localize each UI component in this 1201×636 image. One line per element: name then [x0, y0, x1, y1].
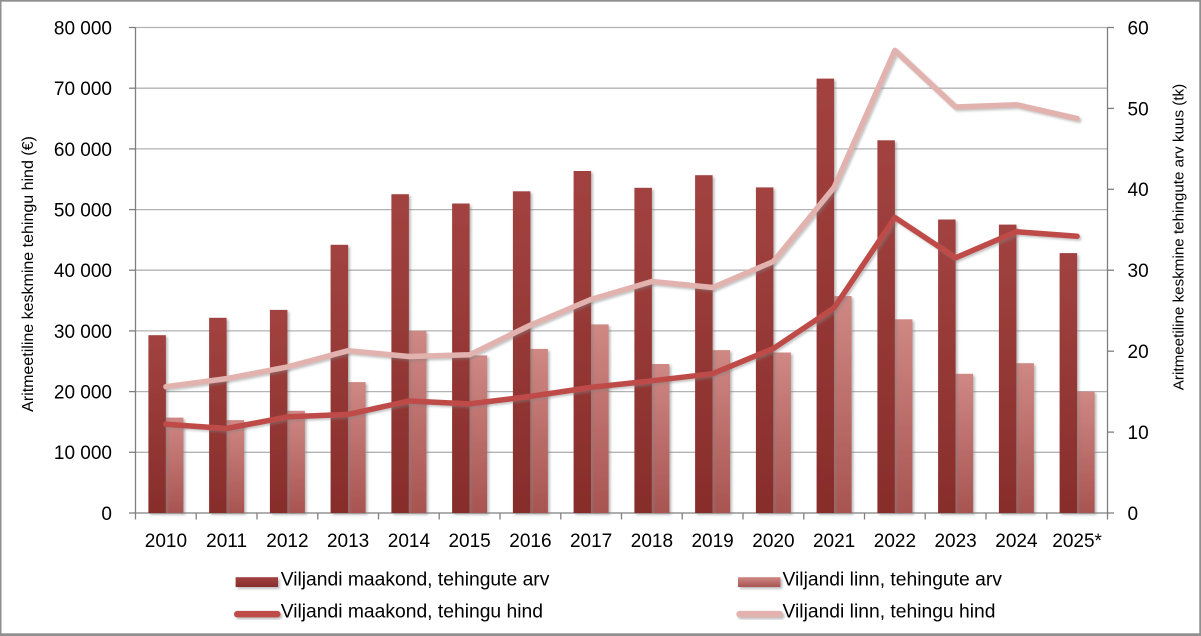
svg-text:2015: 2015 — [448, 531, 490, 552]
svg-text:30: 30 — [1128, 261, 1149, 282]
svg-text:20: 20 — [1128, 342, 1149, 363]
svg-text:30 000: 30 000 — [54, 322, 112, 343]
svg-text:2021: 2021 — [813, 531, 855, 552]
svg-text:0: 0 — [1128, 504, 1139, 525]
svg-text:60: 60 — [1128, 18, 1149, 39]
svg-text:80 000: 80 000 — [54, 18, 112, 39]
svg-text:Viljandi linn, tehingute arv: Viljandi linn, tehingute arv — [783, 569, 1003, 590]
svg-text:2012: 2012 — [266, 531, 308, 552]
svg-text:2023: 2023 — [934, 531, 976, 552]
svg-text:Viljandi maakond, tehingu hind: Viljandi maakond, tehingu hind — [281, 602, 543, 623]
svg-text:20 000: 20 000 — [54, 383, 112, 404]
svg-text:2016: 2016 — [509, 531, 551, 552]
svg-text:2018: 2018 — [631, 531, 673, 552]
svg-text:2013: 2013 — [327, 531, 369, 552]
svg-text:10 000: 10 000 — [54, 443, 112, 464]
svg-text:50: 50 — [1128, 99, 1149, 120]
svg-text:40: 40 — [1128, 180, 1149, 201]
svg-text:Aritmeetiline keskmine tehingu: Aritmeetiline keskmine tehingu hind (€) — [20, 136, 37, 412]
svg-text:60 000: 60 000 — [54, 140, 112, 161]
svg-text:10: 10 — [1128, 423, 1149, 444]
svg-text:2010: 2010 — [145, 531, 187, 552]
svg-text:2011: 2011 — [206, 531, 247, 552]
svg-text:0: 0 — [101, 504, 112, 525]
svg-text:2017: 2017 — [570, 531, 612, 552]
svg-text:2014: 2014 — [388, 531, 431, 552]
svg-text:Aritmeetiline keskmine tehingu: Aritmeetiline keskmine tehingute arv kuu… — [1171, 84, 1188, 390]
svg-text:2020: 2020 — [752, 531, 794, 552]
svg-text:70 000: 70 000 — [54, 79, 112, 100]
svg-text:Viljandi linn, tehingu hind: Viljandi linn, tehingu hind — [783, 602, 996, 623]
svg-text:40 000: 40 000 — [54, 261, 112, 282]
svg-text:2025*: 2025* — [1052, 531, 1102, 552]
svg-text:2022: 2022 — [874, 531, 916, 552]
svg-text:2024: 2024 — [995, 531, 1038, 552]
svg-text:2019: 2019 — [691, 531, 733, 552]
svg-text:Viljandi maakond, tehingute ar: Viljandi maakond, tehingute arv — [281, 569, 550, 590]
svg-text:50 000: 50 000 — [54, 201, 112, 222]
